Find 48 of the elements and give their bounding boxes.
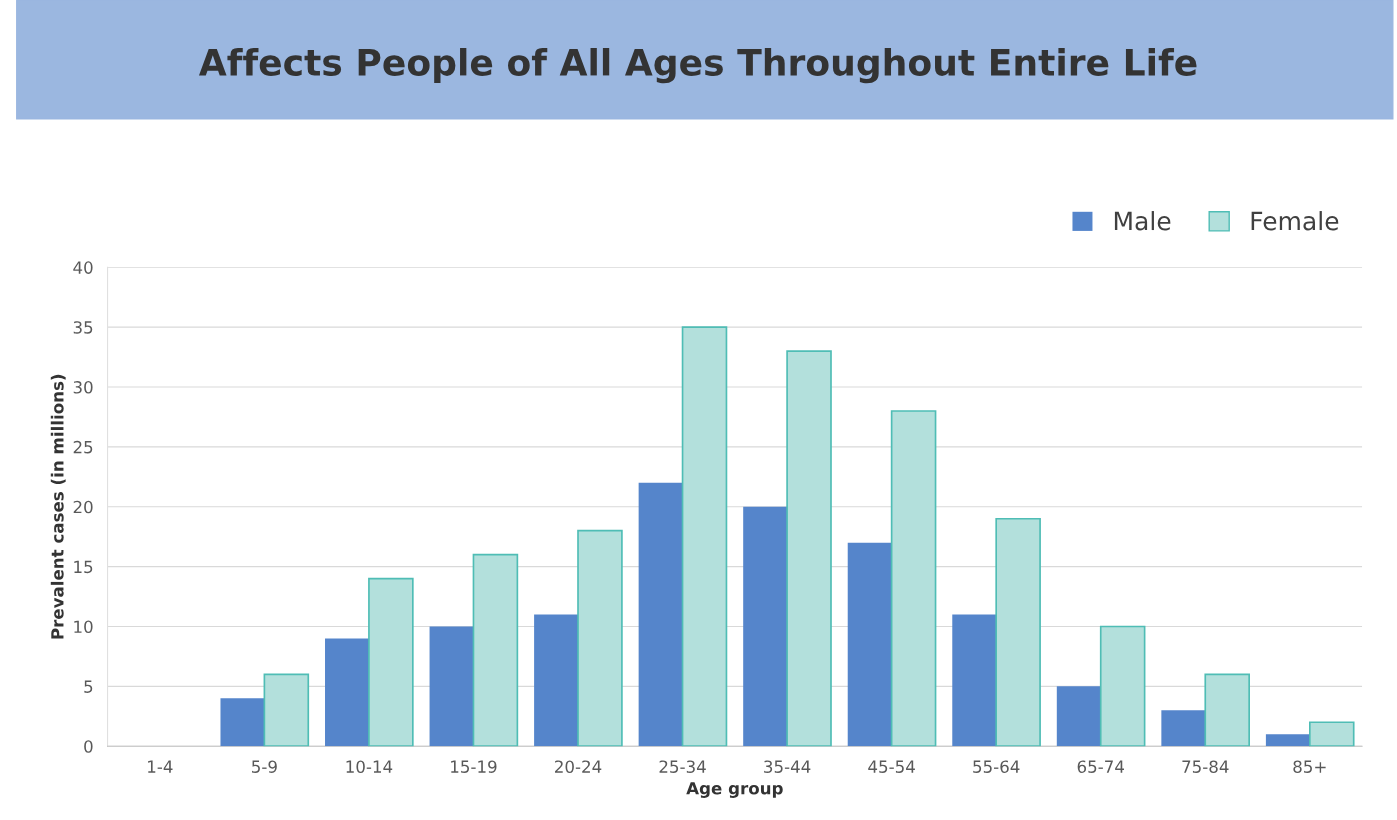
y-tick-label: 5 bbox=[84, 680, 93, 693]
bar bbox=[1204, 673, 1251, 747]
x-tick-label: 20-24 bbox=[555, 760, 602, 773]
bar bbox=[577, 529, 623, 747]
x-axis-title: Age group bbox=[686, 782, 783, 798]
y-tick-label: 20 bbox=[73, 500, 93, 514]
y-axis-title: Prevalent cases (in millions) bbox=[50, 374, 66, 639]
bar bbox=[681, 326, 728, 747]
legend-label: Male bbox=[1114, 211, 1171, 231]
x-tick-label: 45-54 bbox=[868, 760, 915, 773]
bar bbox=[743, 506, 788, 747]
bar bbox=[1056, 686, 1101, 747]
y-tick-label: 25 bbox=[73, 440, 93, 454]
bar bbox=[995, 517, 1041, 747]
bar bbox=[1161, 710, 1206, 747]
bar bbox=[1265, 734, 1310, 747]
y-tick-label: 30 bbox=[73, 381, 93, 394]
bar bbox=[1099, 625, 1146, 747]
bar bbox=[952, 614, 997, 747]
bar bbox=[263, 673, 310, 747]
y-tick-label: 0 bbox=[84, 740, 93, 753]
bar bbox=[847, 542, 892, 747]
x-tick-label: 85+ bbox=[1293, 760, 1326, 773]
y-tick-label: 40 bbox=[73, 261, 93, 274]
y-tick-label: 10 bbox=[74, 620, 93, 634]
bar bbox=[534, 614, 579, 747]
x-tick-label: 25-34 bbox=[659, 760, 706, 773]
bar bbox=[368, 577, 414, 747]
x-tick-label: 5-9 bbox=[252, 760, 277, 773]
chart-title: Affects People of All Ages Throughout Entire Life bbox=[198, 47, 1197, 84]
y-tick-label: 35 bbox=[73, 321, 93, 334]
x-tick-label: 15-19 bbox=[451, 760, 497, 773]
bar bbox=[1308, 721, 1355, 747]
bar bbox=[890, 410, 937, 747]
x-tick-label: 75-84 bbox=[1182, 760, 1229, 773]
x-tick-label: 65-74 bbox=[1077, 760, 1124, 773]
bar bbox=[429, 626, 474, 747]
bar bbox=[638, 482, 683, 747]
x-tick-label: 35-44 bbox=[764, 760, 811, 773]
bar bbox=[472, 553, 519, 747]
y-tick-label: 15 bbox=[74, 560, 93, 574]
x-tick-label: 10-14 bbox=[346, 760, 393, 773]
x-tick-label: 1-4 bbox=[148, 760, 173, 773]
x-tick-label: 55-64 bbox=[973, 760, 1020, 773]
bar bbox=[220, 698, 265, 747]
legend-label: Female bbox=[1251, 211, 1339, 231]
bar bbox=[786, 350, 832, 747]
bar bbox=[325, 638, 369, 747]
